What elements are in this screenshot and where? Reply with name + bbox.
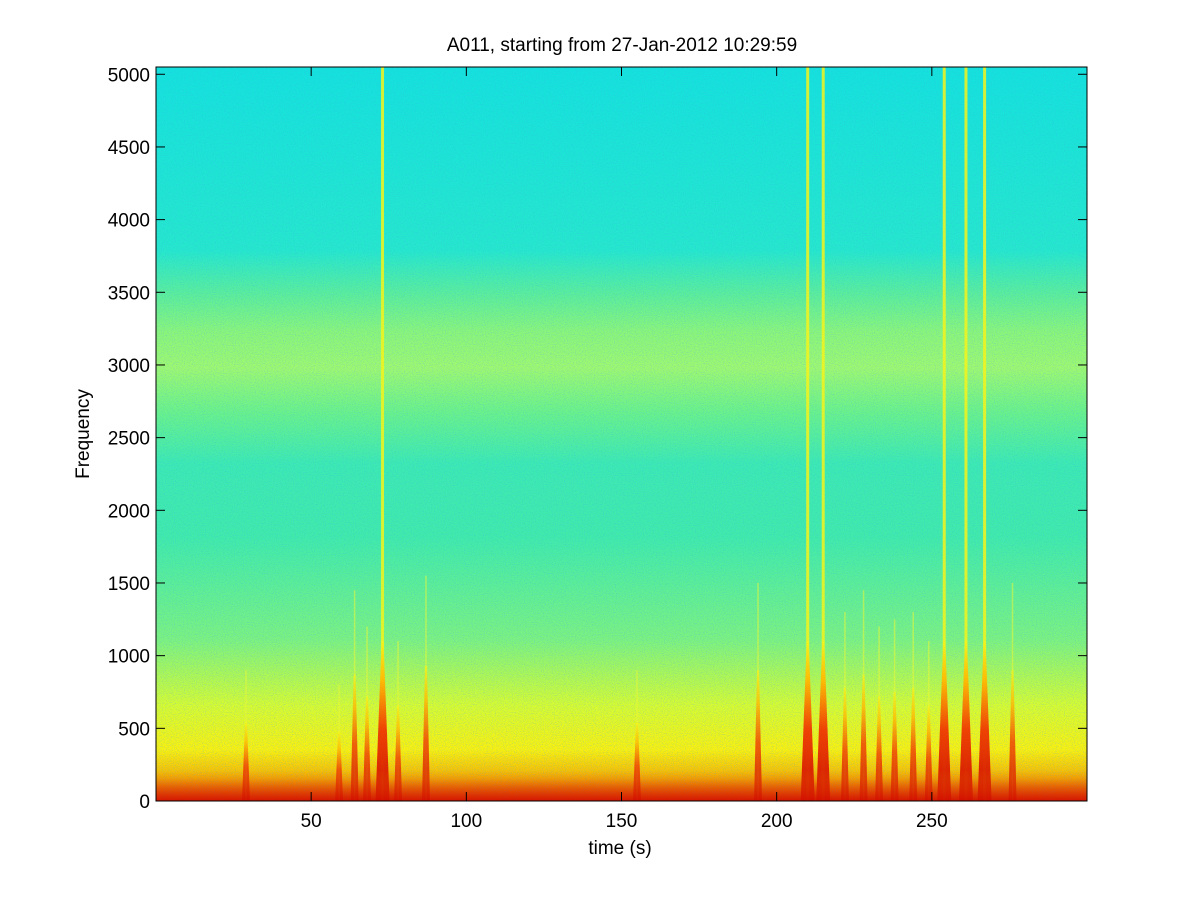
chart-title: A011, starting from 27-Jan-2012 10:29:59 <box>447 35 797 56</box>
y-tick-label: 4000 <box>108 211 150 232</box>
event-plume <box>977 641 992 801</box>
y-tick-label: 4500 <box>108 138 150 159</box>
spectrogram-noise-texture <box>156 67 1087 801</box>
y-tick-label: 5000 <box>108 65 150 86</box>
event-plume <box>754 670 763 801</box>
y-tick-label: 3000 <box>108 356 150 377</box>
event-plume <box>800 641 815 801</box>
y-tick-label: 1000 <box>108 647 150 668</box>
x-axis-ticks: 50 100 150 200 250 <box>301 67 948 832</box>
y-tick-label: 1500 <box>108 574 150 595</box>
event-plume <box>859 674 868 801</box>
y-tick-label: 0 <box>139 792 150 813</box>
y-axis-label: Frequency <box>73 389 94 479</box>
x-tick-label: 150 <box>606 811 638 832</box>
x-tick-label: 250 <box>916 811 948 832</box>
x-tick-label: 100 <box>450 811 482 832</box>
event-plume <box>958 641 973 801</box>
y-tick-label: 500 <box>118 719 150 740</box>
event-plume <box>816 641 831 801</box>
y-tick-label: 2000 <box>108 501 150 522</box>
x-tick-label: 200 <box>761 811 793 832</box>
x-axis-label: time (s) <box>588 838 651 859</box>
event-plume <box>375 641 390 801</box>
event-plume <box>1008 670 1017 801</box>
x-tick-label: 50 <box>301 811 322 832</box>
y-tick-label: 3500 <box>108 283 150 304</box>
y-axis-ticks: 0 500 1000 1500 2000 2500 3000 3500 4000 4500 5000 <box>108 65 1087 813</box>
event-plume <box>937 641 952 801</box>
event-plume <box>350 674 359 801</box>
plot-area <box>156 67 1087 801</box>
event-plume <box>421 665 430 801</box>
y-tick-label: 2500 <box>108 429 150 450</box>
